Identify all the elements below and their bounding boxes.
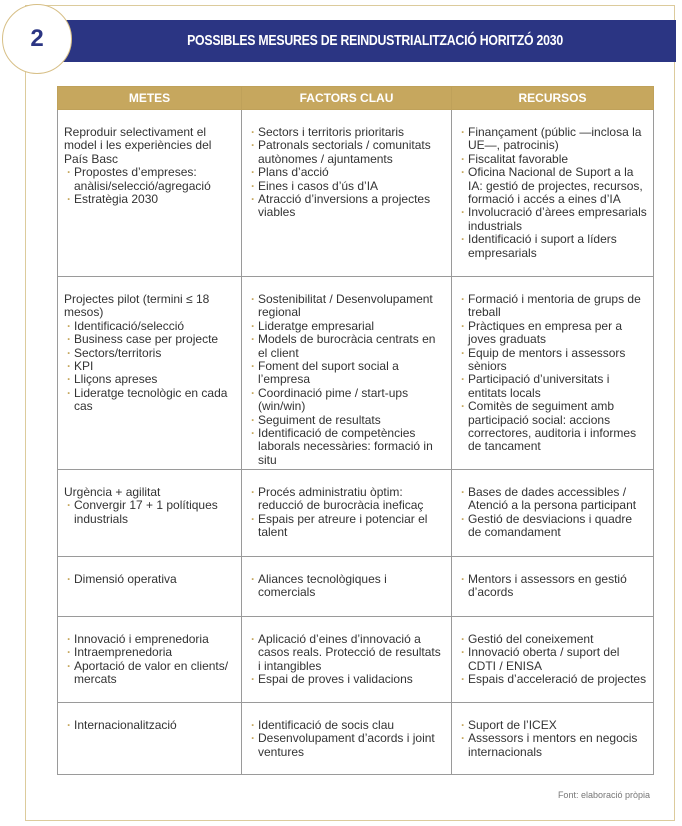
cell-item: Finançament (públic —inclosa la UE—, pat… <box>458 125 647 153</box>
cell-item: Internacionalització <box>64 718 235 732</box>
table-cell: Urgència + agilitatConvergir 17 + 1 polí… <box>57 469 242 557</box>
table-cell: Identificació de socis clauDesenvolupame… <box>241 702 452 775</box>
cell-item: Procés administratiu òptim: reducció de … <box>248 485 445 513</box>
column-header: METES <box>57 86 242 110</box>
cell-item: Gestió de desviacions i quadre de comand… <box>458 512 647 540</box>
column-header: RECURSOS <box>451 86 654 110</box>
column-header: FACTORS CLAU <box>241 86 452 110</box>
cell-lead: Projectes pilot (termini ≤ 18 mesos) <box>64 292 210 320</box>
table-cell: Internacionalització <box>57 702 242 775</box>
source: Font: elaboració pròpia <box>557 790 650 800</box>
cell-item: Eines i casos d’ús d’IA <box>248 179 445 193</box>
table-cell: Sostenibilitat / Desenvolupament regiona… <box>241 276 452 470</box>
table-cell: Reproduir selectivament el model i les e… <box>57 109 242 277</box>
cell-item: Aliances tecnològiques i comercials <box>248 572 445 600</box>
cell-item: Lideratge tecnològic en cada cas <box>64 386 235 414</box>
table-row: Reproduir selectivament el model i les e… <box>57 109 654 277</box>
cell-item: Formació i mentoria de grups de treball <box>458 292 647 320</box>
table-row: Urgència + agilitatConvergir 17 + 1 polí… <box>57 469 654 557</box>
cell-item: Fiscalitat favorable <box>458 152 647 166</box>
cell-item: Aplicació d’eines d’innovació a casos re… <box>248 632 445 673</box>
table-cell: Bases de dades accessibles / Atenció a l… <box>451 469 654 557</box>
table-row: Internacionalització Identificació de soc… <box>57 702 654 775</box>
cell-item: Models de burocràcia centrats en el clie… <box>248 333 445 360</box>
table-cell: Dimensió operativa <box>57 556 242 617</box>
cell-item: Convergir 17 + 1 polítiques industrials <box>64 499 235 526</box>
table-cell: Aliances tecnològiques i comercials <box>241 556 452 617</box>
table-cell: Procés administratiu òptim: reducció de … <box>241 469 452 557</box>
cell-item: Bases de dades accessibles / Atenció a l… <box>458 485 647 513</box>
cell-item: Identificació de socis clau <box>248 718 445 732</box>
cell-item: Sectors i territoris prioritaris <box>248 125 445 139</box>
cell-item: Innovació i emprenedoria <box>64 632 235 646</box>
table-cell: Gestió del coneixementInnovació oberta /… <box>451 616 654 703</box>
title: POSSIBLES MESURES DE REINDUSTRIALITZACIÓ… <box>187 32 563 49</box>
cell-item: Sectors/territoris <box>64 346 235 360</box>
cell-item: Desenvolupament d’acords i joint venture… <box>248 732 445 759</box>
figure-number: 2 <box>2 4 72 74</box>
table-cell: Sectors i territoris prioritarisPatronal… <box>241 109 452 277</box>
cell-item: Suport de l’ICEX <box>458 718 647 732</box>
cell-item: Espais d’acceleració de projectes <box>458 672 647 686</box>
cell-item: Lideratge empresarial <box>248 319 445 333</box>
table-cell: Suport de l’ICEXAssessors i mentors en n… <box>451 702 654 775</box>
cell-item: Coordinació pime / start-ups (win/win) <box>248 386 445 414</box>
cell-item: Atracció d’inversions a projectes viable… <box>248 192 445 220</box>
measures-table: METES FACTORS CLAU RECURSOS Reproduir sele… <box>57 86 654 775</box>
cell-item: Identificació i suport a líders empresar… <box>458 233 647 260</box>
cell-item: KPI <box>64 359 235 373</box>
cell-item: Oficina Nacional de Suport a la IA: gest… <box>458 165 647 206</box>
table-cell: Innovació i emprenedoriaIntraemprenedori… <box>57 616 242 703</box>
cell-item: Business case per projecte <box>64 332 235 346</box>
cell-item: Mentors i assessors en gestió d’acords <box>458 572 647 600</box>
cell-item: Identificació de competències laborals n… <box>248 426 445 467</box>
cell-item: Espais per atreure i potenciar el talent <box>248 512 445 540</box>
cell-item: Estratègia 2030 <box>64 192 235 206</box>
cell-item: Plans d’acció <box>248 165 445 179</box>
cell-item: Participació d’universitats i entitats l… <box>458 373 647 400</box>
cell-lead: Urgència + agilitat <box>64 485 161 499</box>
header-row: METES FACTORS CLAU RECURSOS <box>57 86 654 110</box>
table-cell: Projectes pilot (termini ≤ 18 mesos)Iden… <box>57 276 242 470</box>
cell-item: Espai de proves i validacions <box>248 672 445 686</box>
table-cell: Aplicació d’eines d’innovació a casos re… <box>241 616 452 703</box>
cell-item: Involucració d’àrees empresarials indust… <box>458 206 647 233</box>
frame <box>25 5 675 821</box>
table-row: Dimensió operativa Aliances tecnològiques… <box>57 556 654 617</box>
header-bar <box>40 20 676 62</box>
cell-item: Equip de mentors i assessors sèniors <box>458 346 647 374</box>
cell-item: Gestió del coneixement <box>458 632 647 646</box>
table-cell: Mentors i assessors en gestió d’acords <box>451 556 654 617</box>
table-row: Projectes pilot (termini ≤ 18 mesos)Iden… <box>57 276 654 470</box>
cell-item: Patronals sectorials / comunitats autòno… <box>248 139 445 166</box>
cell-item: Lliçons apreses <box>64 373 235 387</box>
cell-item: Dimensió operativa <box>64 572 235 586</box>
cell-item: Propostes d’empreses: anàlisi/selecció/a… <box>64 166 235 193</box>
cell-item: Identificació/selecció <box>64 319 235 333</box>
cell-item: Intraemprenedoria <box>64 645 235 659</box>
cell-item: Sostenibilitat / Desenvolupament regiona… <box>248 292 445 320</box>
cell-item: Seguiment de resultats <box>248 413 445 427</box>
cell-item: Pràctiques en empresa per a joves gradua… <box>458 319 647 347</box>
table-cell: Formació i mentoria de grups de treballP… <box>451 276 654 470</box>
table-row: Innovació i emprenedoriaIntraemprenedori… <box>57 616 654 703</box>
cell-item: Assessors i mentors en negocis internaci… <box>458 732 647 759</box>
cell-item: Aportació de valor en clients/ mercats <box>64 659 235 687</box>
cell-lead: Reproduir selectivament el model i les e… <box>64 125 212 166</box>
table-cell: Finançament (públic —inclosa la UE—, pat… <box>451 109 654 277</box>
cell-item: Foment del suport social a l’empresa <box>248 359 445 387</box>
cell-item: Innovació oberta / suport del CDTI / ENI… <box>458 646 647 673</box>
cell-item: Comitès de seguiment amb participació so… <box>458 400 647 454</box>
table-body: Reproduir selectivament el model i les e… <box>57 109 654 775</box>
